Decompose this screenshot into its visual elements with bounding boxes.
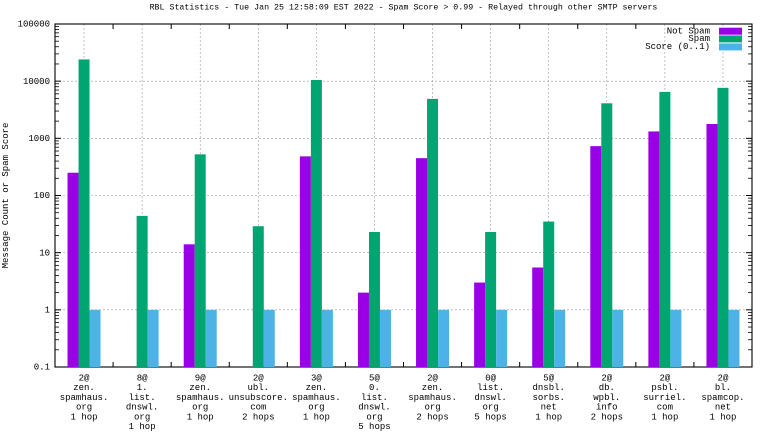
svg-text:dnswl.: dnswl. xyxy=(474,393,506,403)
svg-text:Message Count or Spam Score: Message Count or Spam Score xyxy=(1,123,11,269)
svg-text:spamhaus.: spamhaus. xyxy=(60,393,109,403)
svg-text:list.: list. xyxy=(477,383,504,393)
svg-text:2@: 2@ xyxy=(253,374,264,384)
svg-text:zen.: zen. xyxy=(73,383,95,393)
svg-text:net: net xyxy=(541,403,557,413)
svg-text:1 hop: 1 hop xyxy=(303,412,330,422)
svg-text:spamhaus.: spamhaus. xyxy=(408,393,457,403)
svg-text:2 hops: 2 hops xyxy=(591,412,623,422)
svg-text:net: net xyxy=(715,403,731,413)
svg-text:2@: 2@ xyxy=(601,374,612,384)
svg-text:1.: 1. xyxy=(137,383,148,393)
svg-text:1 hop: 1 hop xyxy=(129,422,156,432)
svg-text:1 hop: 1 hop xyxy=(535,412,562,422)
svg-text:Score (0..1): Score (0..1) xyxy=(645,42,710,52)
svg-text:psbl.: psbl. xyxy=(651,383,678,393)
svg-text:1 hop: 1 hop xyxy=(709,412,736,422)
svg-text:9@: 9@ xyxy=(195,374,206,384)
svg-text:2 hops: 2 hops xyxy=(416,412,448,422)
svg-text:info: info xyxy=(596,403,618,413)
svg-text:spamhaus.: spamhaus. xyxy=(176,393,225,403)
svg-text:com: com xyxy=(250,403,266,413)
svg-text:1 hop: 1 hop xyxy=(71,412,98,422)
svg-text:spamcop.: spamcop. xyxy=(701,393,744,403)
svg-text:5@: 5@ xyxy=(369,374,380,384)
svg-text:dnsbl.: dnsbl. xyxy=(533,383,565,393)
svg-text:0.1: 0.1 xyxy=(34,363,50,373)
svg-text:org: org xyxy=(424,403,440,413)
svg-text:5 hops: 5 hops xyxy=(474,412,506,422)
svg-text:org: org xyxy=(134,412,150,422)
svg-text:db.: db. xyxy=(599,383,615,393)
svg-text:2@: 2@ xyxy=(659,374,670,384)
svg-text:org: org xyxy=(483,403,499,413)
svg-text:list.: list. xyxy=(129,393,156,403)
svg-text:org: org xyxy=(366,412,382,422)
svg-text:100000: 100000 xyxy=(18,20,50,30)
svg-text:org: org xyxy=(76,403,92,413)
svg-text:1 hop: 1 hop xyxy=(651,412,678,422)
svg-text:100: 100 xyxy=(34,191,50,201)
svg-text:org: org xyxy=(308,403,324,413)
svg-text:2@: 2@ xyxy=(718,374,729,384)
svg-text:8@: 8@ xyxy=(137,374,148,384)
svg-text:1: 1 xyxy=(45,306,50,316)
svg-text:spamhaus.: spamhaus. xyxy=(292,393,341,403)
svg-text:3@: 3@ xyxy=(311,374,322,384)
svg-text:dnswl.: dnswl. xyxy=(126,403,158,413)
svg-text:1000: 1000 xyxy=(28,134,50,144)
svg-text:surriel.: surriel. xyxy=(643,393,686,403)
svg-text:com: com xyxy=(657,403,673,413)
svg-text:10000: 10000 xyxy=(23,77,50,87)
svg-text:unsubscore.: unsubscore. xyxy=(229,393,288,403)
svg-text:bl.: bl. xyxy=(715,383,731,393)
svg-text:wpbl.: wpbl. xyxy=(593,393,620,403)
svg-text:2 hops: 2 hops xyxy=(242,412,274,422)
svg-text:dnswl.: dnswl. xyxy=(358,403,390,413)
svg-text:10: 10 xyxy=(39,248,50,258)
svg-text:zen.: zen. xyxy=(189,383,211,393)
svg-text:zen.: zen. xyxy=(306,383,328,393)
svg-text:org: org xyxy=(192,403,208,413)
svg-text:list.: list. xyxy=(361,393,388,403)
svg-text:sorbs.: sorbs. xyxy=(533,393,565,403)
svg-text:zen.: zen. xyxy=(422,383,444,393)
svg-text:ubl.: ubl. xyxy=(247,383,269,393)
svg-text:RBL Statistics - Tue Jan 25 12: RBL Statistics - Tue Jan 25 12:58:09 EST… xyxy=(150,3,658,13)
svg-text:0.: 0. xyxy=(369,383,380,393)
svg-text:5@: 5@ xyxy=(543,374,554,384)
svg-text:1 hop: 1 hop xyxy=(187,412,214,422)
svg-text:5 hops: 5 hops xyxy=(358,422,390,432)
svg-text:0@: 0@ xyxy=(485,374,496,384)
svg-text:2@: 2@ xyxy=(427,374,438,384)
svg-text:2@: 2@ xyxy=(79,374,90,384)
